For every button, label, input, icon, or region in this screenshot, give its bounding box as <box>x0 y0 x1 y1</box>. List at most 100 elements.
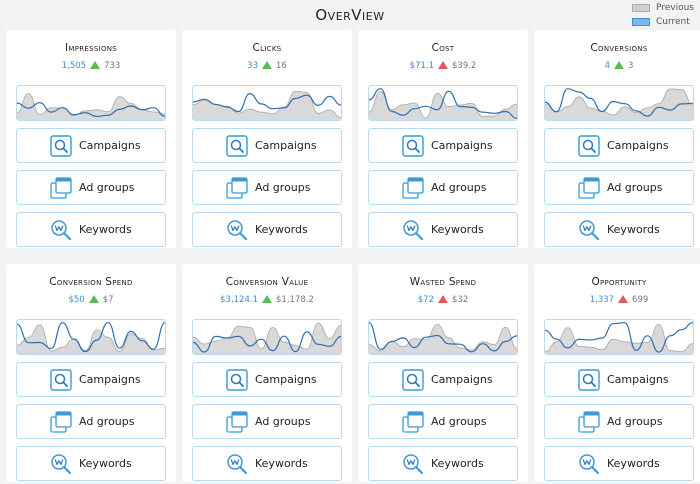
previous-series-area <box>17 93 165 120</box>
metric-current-value: 1,505 <box>61 61 87 71</box>
stacked-windows-icon <box>50 176 72 199</box>
current-series-line <box>17 322 165 353</box>
campaigns-button[interactable]: Campaigns <box>368 128 518 163</box>
metric-card: Impressions 1,505 733 Campaigns Ad groups Key… <box>6 30 176 248</box>
current-series-line <box>545 322 693 353</box>
ad-groups-button[interactable]: Ad groups <box>192 404 342 439</box>
ad-groups-label: Ad groups <box>431 415 487 428</box>
ad-groups-label: Ad groups <box>431 181 487 194</box>
sparkline-chart <box>544 85 694 121</box>
campaigns-button[interactable]: Campaigns <box>544 128 694 163</box>
metric-card: Conversion Spend $50 $7 Campaigns Ad groups K… <box>6 264 176 482</box>
keywords-label: Keywords <box>255 223 308 236</box>
keywords-label: Keywords <box>431 223 484 236</box>
legend-previous: Previous <box>631 1 694 15</box>
metric-title: Impressions <box>64 42 118 54</box>
keywords-button[interactable]: Keywords <box>16 212 166 247</box>
ad-groups-label: Ad groups <box>255 181 311 194</box>
search-icon <box>578 134 600 157</box>
metric-current-value: $71.1 <box>409 61 434 71</box>
trend-up-green-icon <box>90 61 101 69</box>
stacked-windows-icon <box>226 410 248 433</box>
previous-series-area <box>17 324 165 354</box>
metric-current-value: $3,124.1 <box>220 295 258 305</box>
keywords-button[interactable]: Keywords <box>192 212 342 247</box>
previous-series-area <box>545 324 693 354</box>
metric-card: Opportunity 1,337 699 Campaigns Ad groups Key… <box>534 264 700 482</box>
sparkline-chart <box>192 319 342 355</box>
sparkline-chart <box>16 319 166 355</box>
ad-groups-button[interactable]: Ad groups <box>368 404 518 439</box>
metric-previous-value: 699 <box>632 295 649 305</box>
campaigns-button[interactable]: Campaigns <box>16 128 166 163</box>
search-icon <box>226 368 248 391</box>
keywords-label: Keywords <box>431 457 484 470</box>
ad-groups-button[interactable]: Ad groups <box>16 404 166 439</box>
keywords-button[interactable]: Keywords <box>544 446 694 481</box>
sparkline-chart <box>16 85 166 121</box>
keywords-label: Keywords <box>79 457 132 470</box>
ad-groups-label: Ad groups <box>79 181 135 194</box>
campaigns-label: Campaigns <box>431 139 493 152</box>
trend-up-red-icon <box>618 295 629 303</box>
legend-current-label: Current <box>655 17 690 27</box>
current-series-line <box>369 322 517 353</box>
trend-up-green-icon <box>262 295 272 303</box>
campaigns-label: Campaigns <box>79 373 141 386</box>
stacked-windows-icon <box>578 176 600 199</box>
campaigns-button[interactable]: Campaigns <box>16 362 166 397</box>
metric-title: Clicks <box>252 42 282 54</box>
keywords-label: Keywords <box>79 223 132 236</box>
keywords-label: Keywords <box>255 457 308 470</box>
campaigns-button[interactable]: Campaigns <box>192 128 342 163</box>
keywords-button[interactable]: Keywords <box>544 212 694 247</box>
campaigns-label: Campaigns <box>79 139 141 152</box>
ad-groups-button[interactable]: Ad groups <box>544 404 694 439</box>
sparkline-chart <box>544 319 694 355</box>
chart-legend: Previous Current <box>631 1 694 29</box>
previous-series-line <box>17 324 165 352</box>
metric-title: Opportunity <box>591 276 647 288</box>
metric-card: Conversion Value $3,124.1 $1,178.2 Campaign… <box>182 264 352 482</box>
stacked-windows-icon <box>50 410 72 433</box>
previous-series-area <box>193 91 341 120</box>
campaigns-button[interactable]: Campaigns <box>368 362 518 397</box>
current-series-line <box>369 88 517 119</box>
current-series-line <box>17 102 165 118</box>
keywords-button[interactable]: Keywords <box>192 446 342 481</box>
trend-up-green-icon <box>262 61 272 69</box>
metric-card: Wasted Spend $72 $32 Campaigns Ad groups Keyw… <box>358 264 528 482</box>
keywords-button[interactable]: Keywords <box>368 212 518 247</box>
sparkline-chart <box>368 85 518 121</box>
metric-previous-value: 16 <box>276 61 287 71</box>
trend-up-green-icon <box>88 295 99 303</box>
metric-current-value: $72 <box>417 295 434 305</box>
metric-stats: 33 16 <box>182 61 352 71</box>
trend-up-red-icon <box>438 61 448 69</box>
keywords-button[interactable]: Keywords <box>368 446 518 481</box>
search-icon <box>578 368 600 391</box>
metric-stats: $50 $7 <box>6 295 176 305</box>
keyword-search-icon <box>50 219 72 241</box>
ad-groups-button[interactable]: Ad groups <box>368 170 518 205</box>
metric-stats: 1,337 699 <box>534 295 700 305</box>
metric-current-value: 33 <box>247 61 258 71</box>
previous-series-line <box>545 88 693 116</box>
metric-current-value: $50 <box>68 295 85 305</box>
keywords-button[interactable]: Keywords <box>16 446 166 481</box>
ad-groups-button[interactable]: Ad groups <box>544 170 694 205</box>
campaigns-button[interactable]: Campaigns <box>192 362 342 397</box>
metric-title: Cost <box>431 42 455 54</box>
ad-groups-label: Ad groups <box>607 181 663 194</box>
keyword-search-icon <box>50 453 72 475</box>
metric-previous-value: $7 <box>102 295 114 305</box>
search-icon <box>402 368 424 391</box>
campaigns-label: Campaigns <box>607 139 669 152</box>
metric-card: Clicks 33 16 Campaigns Ad groups Keywords <box>182 30 352 248</box>
metric-card: Conversions 4 3 Campaigns Ad groups Keywords <box>534 30 700 248</box>
ad-groups-button[interactable]: Ad groups <box>16 170 166 205</box>
trend-up-green-icon <box>614 61 624 69</box>
stacked-windows-icon <box>402 176 424 199</box>
campaigns-button[interactable]: Campaigns <box>544 362 694 397</box>
ad-groups-button[interactable]: Ad groups <box>192 170 342 205</box>
